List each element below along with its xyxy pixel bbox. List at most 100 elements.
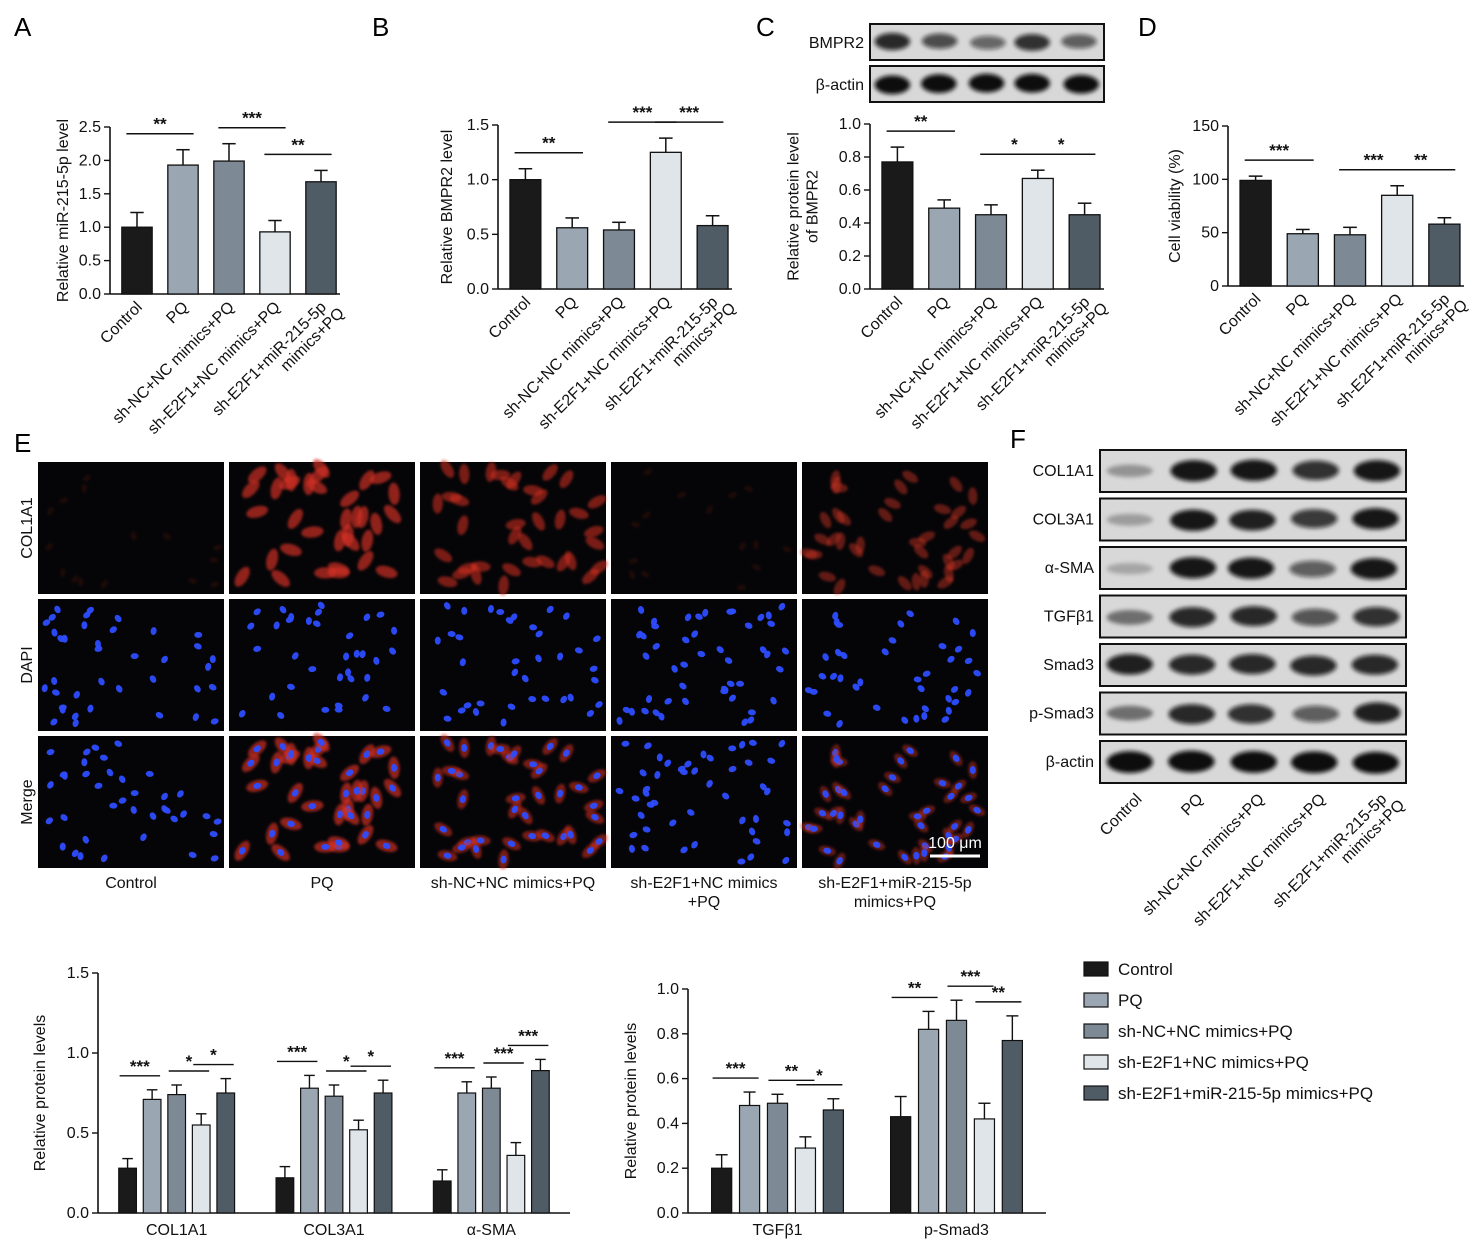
blue-nucleus <box>628 844 635 853</box>
blue-nucleus <box>952 617 960 626</box>
blot-band <box>1014 73 1050 93</box>
blue-nucleus <box>950 822 959 830</box>
blue-nucleus <box>809 688 818 695</box>
blot-band <box>1061 34 1097 49</box>
blue-nucleus <box>447 630 456 637</box>
blue-nucleus <box>362 694 369 702</box>
column-label: PQ <box>310 875 333 892</box>
blue-nucleus <box>823 847 832 854</box>
blot-c-label: BMPR2 <box>809 35 864 52</box>
blue-nucleus <box>921 705 929 713</box>
blue-nucleus <box>161 792 168 801</box>
x-tick-label: COL1A1 <box>146 1222 207 1239</box>
blot-band <box>874 32 911 51</box>
x-tick-label: PQ <box>163 299 191 327</box>
red-cell <box>582 568 599 584</box>
row-label: DAPI <box>19 646 36 683</box>
blue-nucleus <box>621 740 630 747</box>
blot-f-label: p-Smad3 <box>1029 706 1094 723</box>
blue-nucleus <box>637 811 645 819</box>
blue-nucleus <box>82 770 90 778</box>
blue-nucleus <box>840 651 848 660</box>
blue-nucleus <box>700 750 707 759</box>
x-tick-label: p-Smad3 <box>924 1222 989 1239</box>
blot-band <box>1014 34 1050 51</box>
blue-nucleus <box>563 749 570 757</box>
red-cell <box>744 485 754 492</box>
blue-nucleus <box>595 838 603 845</box>
blue-nucleus <box>287 820 295 827</box>
blue-nucleus <box>269 692 276 701</box>
blue-nucleus <box>973 806 981 814</box>
bar <box>457 1092 477 1214</box>
y-tick-label: 150 <box>1192 118 1219 135</box>
bar <box>738 1104 761 1214</box>
blue-nucleus <box>767 620 776 627</box>
fluorescence-cell <box>420 459 608 596</box>
blue-nucleus <box>752 838 761 845</box>
significance-label: ** <box>542 134 556 153</box>
y-tick-label: 100 <box>1192 171 1219 188</box>
legend-label: sh-NC+NC mimics+PQ <box>1118 1022 1293 1041</box>
blue-nucleus <box>654 771 661 779</box>
red-cell <box>835 532 846 551</box>
column-label: mimics+PQ <box>854 894 936 911</box>
blue-nucleus <box>247 759 255 767</box>
blue-nucleus <box>744 622 753 629</box>
legend-swatch <box>1083 961 1109 977</box>
blue-nucleus <box>389 647 397 655</box>
red-cell <box>559 470 574 489</box>
blue-nucleus <box>945 694 952 703</box>
significance-label: *** <box>1364 151 1384 170</box>
blue-nucleus <box>941 716 950 723</box>
blue-nucleus <box>345 769 354 777</box>
y-tick-label: 1.5 <box>67 965 89 982</box>
blue-nucleus <box>529 624 538 631</box>
blue-nucleus <box>98 677 105 686</box>
significance-label: ** <box>153 115 167 134</box>
significance-label: ** <box>291 135 305 154</box>
blue-nucleus <box>906 610 914 618</box>
red-cell <box>753 540 759 550</box>
blue-nucleus <box>757 613 765 622</box>
blue-nucleus <box>51 628 58 637</box>
panel-label-a: A <box>14 12 32 42</box>
blue-nucleus <box>682 697 689 706</box>
blue-nucleus <box>487 604 494 613</box>
blue-nucleus <box>382 842 391 849</box>
blot-band <box>1290 751 1338 774</box>
red-cell <box>706 505 713 515</box>
blue-nucleus <box>443 852 452 859</box>
blue-nucleus <box>314 608 323 616</box>
bar <box>1286 233 1320 287</box>
blue-nucleus <box>922 807 931 814</box>
bar <box>1068 214 1101 290</box>
red-cell <box>246 505 269 519</box>
bar <box>794 1147 817 1214</box>
blot-band <box>1168 750 1215 773</box>
panel-label-c: C <box>756 12 775 42</box>
red-cell <box>884 497 901 509</box>
bar <box>1001 1039 1024 1214</box>
lane-label: sh-NC+NC mimics+PQ <box>1140 791 1268 919</box>
blue-nucleus <box>737 858 746 865</box>
blue-nucleus <box>277 848 285 856</box>
blue-nucleus <box>720 685 729 693</box>
red-cell <box>81 483 88 493</box>
fluorescence-cell <box>229 733 415 868</box>
blot-band <box>1170 460 1217 482</box>
blue-nucleus <box>60 814 68 822</box>
blue-nucleus <box>747 716 755 724</box>
blue-nucleus <box>897 620 905 628</box>
blue-nucleus <box>472 845 480 853</box>
blue-nucleus <box>818 810 827 817</box>
red-cell <box>271 569 290 587</box>
blue-nucleus <box>764 650 771 659</box>
blue-nucleus <box>695 613 703 620</box>
blue-nucleus <box>641 844 649 852</box>
bar <box>216 1092 236 1214</box>
blue-nucleus <box>726 680 735 687</box>
blue-nucleus <box>776 666 784 673</box>
blue-nucleus <box>472 708 480 716</box>
significance-label: * <box>343 1052 350 1071</box>
